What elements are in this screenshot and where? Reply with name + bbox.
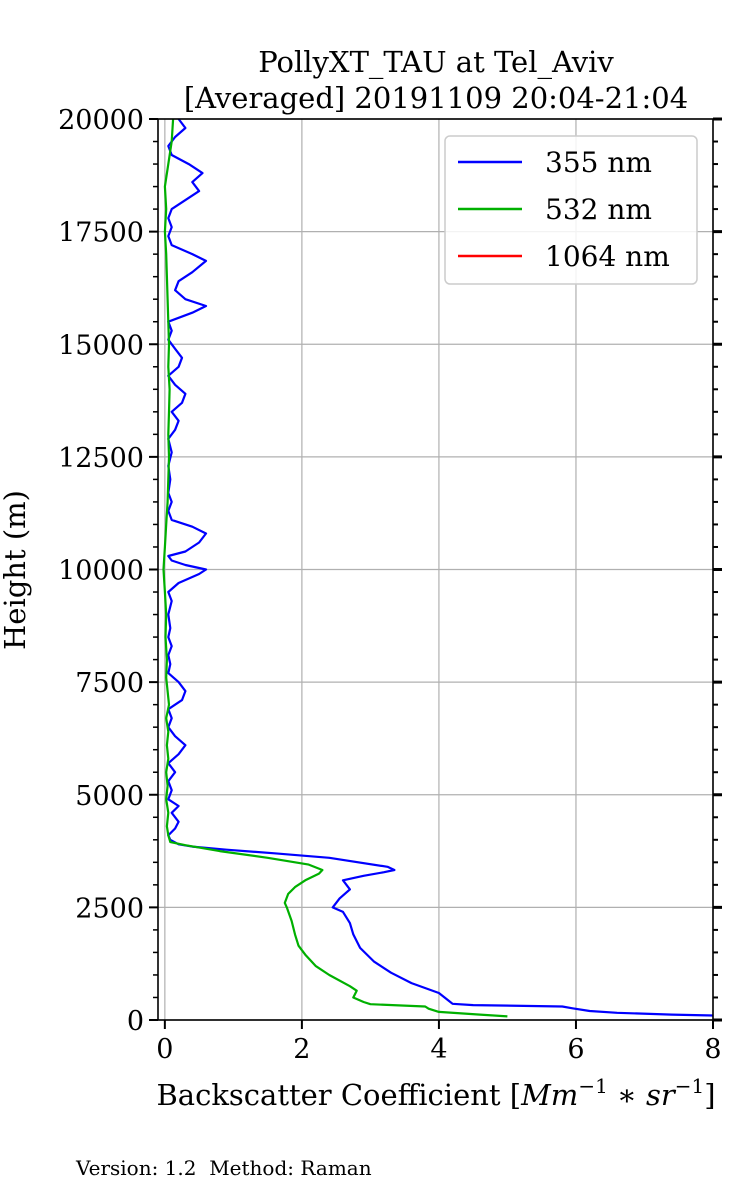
axes: 0 2500 5000 7500 10000 12500 15000 17500 20000 0 2…: [58, 105, 722, 1065]
y-tick-label: 20000: [58, 105, 144, 136]
series-line-355-nm: [167, 119, 713, 1017]
legend-label: 532 nm: [545, 193, 652, 226]
legend: 355 nm 532 nm 1064 nm: [444, 135, 698, 285]
x-axis-label-unit1: Mm: [520, 1078, 578, 1112]
y-tick-label: 5000: [75, 781, 144, 812]
footer-version-method: Version: 1.2 Method: Raman: [76, 1156, 372, 1180]
x-axis-label-text: Backscatter Coefficient [: [156, 1078, 521, 1112]
x-tick-label: 6: [567, 1034, 584, 1065]
legend-label: 355 nm: [545, 146, 652, 179]
y-tick-label: 12500: [58, 443, 144, 474]
x-axis-label-unit2: sr: [646, 1078, 677, 1112]
x-tick-label: 4: [430, 1034, 447, 1065]
legend-box: [444, 135, 698, 285]
y-tick-label: 0: [127, 1006, 144, 1037]
y-axis-label: Height (m): [0, 490, 32, 650]
x-axis-label-sup2: −1: [675, 1074, 704, 1098]
x-axis-label-end: ]: [704, 1078, 715, 1112]
chart-subtitle: [Averaged] 20191109 20:04-21:04: [184, 81, 688, 115]
x-tick-label: 0: [156, 1034, 173, 1065]
y-tick-label: 15000: [58, 330, 144, 361]
x-axis-label-mid: ∗: [608, 1078, 646, 1112]
x-tick-label: 8: [704, 1034, 721, 1065]
x-tick-label: 2: [293, 1034, 310, 1065]
series-group: [162, 119, 713, 1018]
y-tick-label: 17500: [58, 218, 144, 249]
chart-title: PollyXT_TAU at Tel_Aviv: [258, 45, 614, 80]
legend-label: 1064 nm: [545, 240, 670, 273]
series-line-532-nm: [162, 119, 508, 1018]
x-axis-label: Backscatter Coefficient [Mm−1 ∗ sr−1]: [156, 1074, 715, 1112]
y-tick-label: 2500: [75, 893, 144, 924]
x-axis-label-sup1: −1: [578, 1074, 607, 1098]
y-tick-label: 10000: [58, 556, 144, 587]
y-tick-label: 7500: [75, 668, 144, 699]
